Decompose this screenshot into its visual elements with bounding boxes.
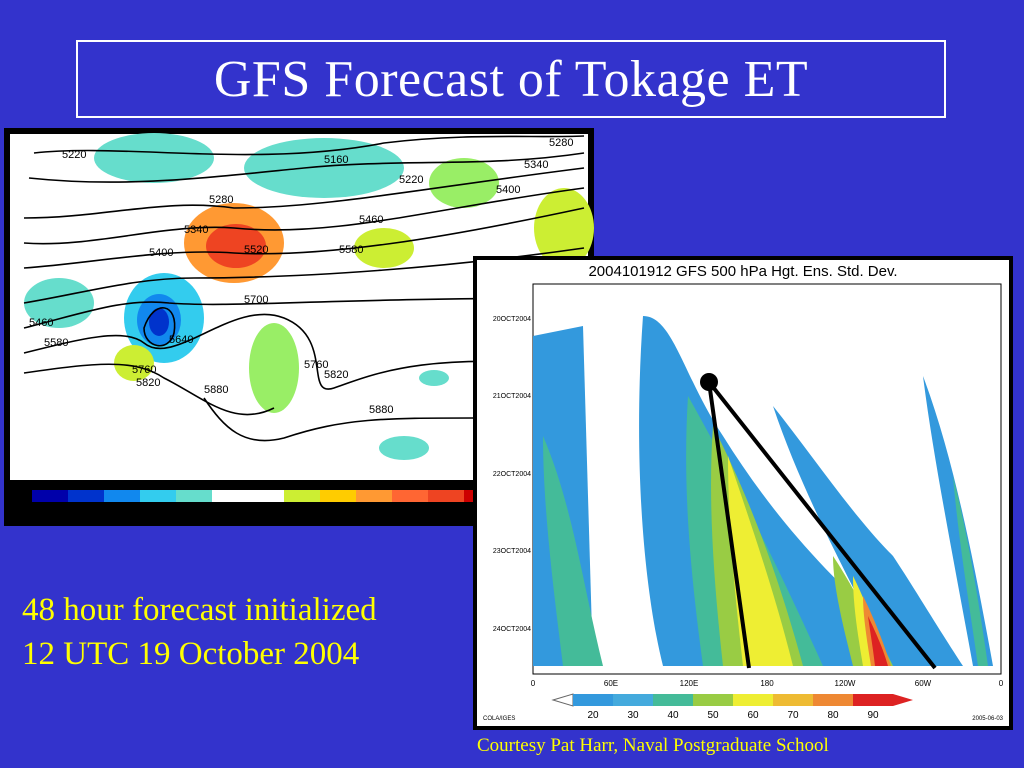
caption-line-1: 48 hour forecast initialized — [22, 592, 377, 628]
svg-text:-100: -100 — [120, 509, 144, 523]
title-box: GFS Forecast of Tokage ET — [76, 40, 946, 118]
svg-text:150: 150 — [434, 509, 454, 523]
height-contours — [23, 135, 585, 442]
svg-text:180: 180 — [760, 679, 774, 688]
caption-line-2: 12 UTC 19 October 2004 — [22, 636, 360, 672]
contour-labels: 5220 5160 5220 5280 5340 5400 5280 5340 … — [29, 137, 573, 416]
svg-text:120E: 120E — [680, 679, 699, 688]
map-colorbar-ticks: -150 -100 -50 0 50 100 150 — [57, 509, 454, 523]
svg-text:50: 50 — [313, 509, 327, 523]
svg-text:0: 0 — [255, 509, 262, 523]
svg-text:0: 0 — [999, 679, 1004, 688]
svg-text:-50: -50 — [187, 509, 205, 523]
hovmoller-svg: 2004101912 GFS 500 hPa Hgt. Ens. Std. De… — [477, 260, 1009, 726]
svg-text:21OCT2004: 21OCT2004 — [493, 393, 531, 400]
svg-text:5460: 5460 — [359, 214, 383, 226]
svg-text:5340: 5340 — [524, 159, 548, 171]
svg-text:100: 100 — [372, 509, 392, 523]
svg-text:5760: 5760 — [304, 359, 328, 371]
svg-text:5760: 5760 — [132, 364, 156, 376]
svg-text:5580: 5580 — [44, 337, 68, 349]
svg-text:0: 0 — [531, 679, 536, 688]
svg-text:20OCT2004: 20OCT2004 — [493, 316, 531, 323]
plot-colorbar — [551, 693, 913, 707]
svg-text:24OCT2004: 24OCT2004 — [493, 626, 531, 633]
svg-text:5400: 5400 — [149, 247, 173, 259]
storm-position-marker — [700, 373, 718, 391]
y-axis-ticks: 20OCT2004 21OCT2004 22OCT2004 23OCT2004 … — [493, 316, 531, 633]
plot-colorbar-ticks: 20 30 40 50 60 70 80 90 — [587, 710, 879, 721]
svg-text:5700: 5700 — [244, 294, 268, 306]
svg-text:5640: 5640 — [169, 334, 193, 346]
plot-title: 2004101912 GFS 500 hPa Hgt. Ens. Std. De… — [588, 263, 897, 280]
plot-footer-right: 2005-06-03 — [972, 716, 1003, 722]
svg-text:5520: 5520 — [244, 244, 268, 256]
svg-text:120W: 120W — [835, 679, 856, 688]
svg-text:5880: 5880 — [369, 404, 393, 416]
svg-text:40: 40 — [667, 710, 679, 721]
svg-text:5820: 5820 — [324, 369, 348, 381]
ensemble-spread-plot: 2004101912 GFS 500 hPa Hgt. Ens. Std. De… — [473, 256, 1013, 730]
svg-text:20: 20 — [587, 710, 599, 721]
svg-text:5820: 5820 — [136, 377, 160, 389]
spread-shading — [533, 316, 993, 666]
svg-text:5220: 5220 — [62, 149, 86, 161]
svg-text:5400: 5400 — [496, 184, 520, 196]
svg-text:5220: 5220 — [399, 174, 423, 186]
svg-text:5280: 5280 — [549, 137, 573, 149]
svg-text:5280: 5280 — [209, 194, 233, 206]
svg-text:23OCT2004: 23OCT2004 — [493, 548, 531, 555]
svg-text:30: 30 — [627, 710, 639, 721]
svg-text:60W: 60W — [915, 679, 932, 688]
svg-text:22OCT2004: 22OCT2004 — [493, 471, 531, 478]
plot-footer-left: COLA/IGES — [483, 716, 515, 722]
svg-text:5340: 5340 — [184, 224, 208, 236]
svg-text:5880: 5880 — [204, 384, 228, 396]
track-lines — [707, 380, 937, 670]
svg-text:5160: 5160 — [324, 154, 348, 166]
svg-text:-150: -150 — [57, 509, 81, 523]
slide-title: GFS Forecast of Tokage ET — [213, 50, 809, 108]
svg-text:80: 80 — [827, 710, 839, 721]
courtesy-credit: Courtesy Pat Harr, Naval Postgraduate Sc… — [477, 735, 829, 756]
svg-text:90: 90 — [867, 710, 879, 721]
forecast-caption: 48 hour forecast initialized 12 UTC 19 O… — [22, 588, 377, 676]
svg-text:70: 70 — [787, 710, 799, 721]
svg-text:60E: 60E — [604, 679, 618, 688]
svg-text:5580: 5580 — [339, 244, 363, 256]
svg-text:5460: 5460 — [29, 317, 53, 329]
x-axis-ticks: 0 60E 120E 180 120W 60W 0 — [531, 679, 1004, 688]
svg-text:50: 50 — [707, 710, 719, 721]
svg-text:60: 60 — [747, 710, 759, 721]
map-colorbar — [32, 490, 482, 502]
